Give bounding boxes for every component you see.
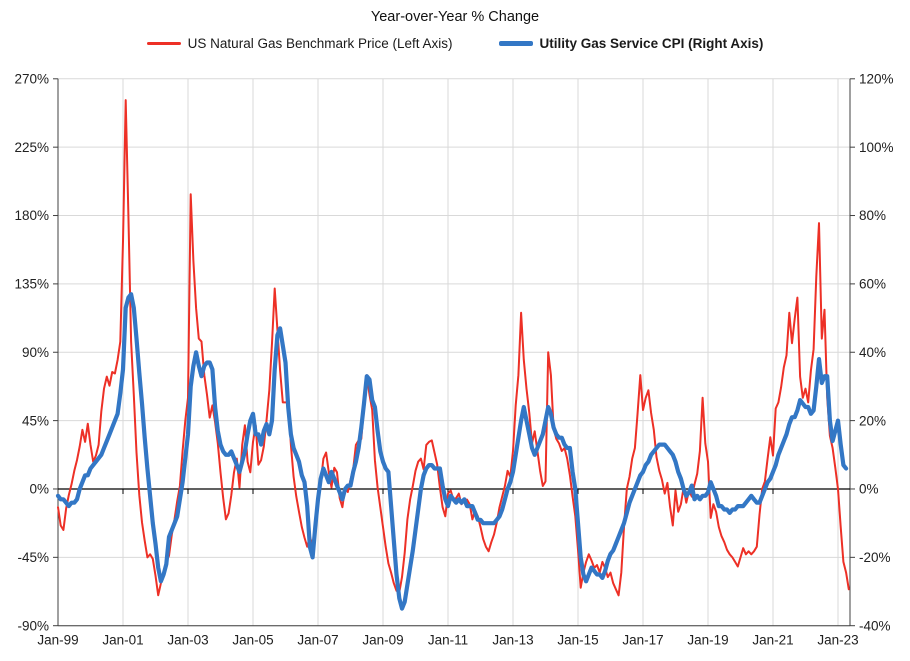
gas-price-line-swatch	[146, 42, 181, 45]
left-axis-tick: 90%	[22, 345, 49, 360]
right-axis-tick: -40%	[859, 618, 891, 633]
left-axis-tick: 0%	[29, 482, 49, 497]
x-axis-tick: Jan-05	[232, 633, 273, 648]
right-axis-tick: 40%	[859, 345, 886, 360]
left-axis-tick: -45%	[17, 550, 49, 565]
left-axis-tick: -90%	[17, 618, 49, 633]
x-axis-tick: Jan-07	[297, 633, 338, 648]
chart-title: Year-over-Year % Change	[370, 9, 540, 25]
x-axis-tick: Jan-17	[622, 633, 663, 648]
right-axis-tick: 0%	[859, 482, 879, 497]
left-axis-tick: 270%	[14, 72, 49, 87]
right-axis-tick: -20%	[859, 550, 891, 565]
x-axis-tick: Jan-99	[37, 633, 78, 648]
x-axis-tick: Jan-03	[167, 633, 208, 648]
left-axis-tick: 180%	[14, 208, 49, 223]
x-axis-tick: Jan-21	[752, 633, 793, 648]
legend-label-gas-price: US Natural Gas Benchmark Price (Left Axi…	[187, 36, 453, 51]
right-axis-tick: 80%	[859, 208, 886, 223]
x-axis-tick: Jan-15	[557, 633, 598, 648]
x-axis-tick: Jan-09	[362, 633, 403, 648]
x-axis-tick: Jan-13	[492, 633, 533, 648]
left-axis-tick: 225%	[14, 140, 49, 155]
legend-label-cpi: Utility Gas Service CPI (Right Axis)	[539, 36, 764, 51]
x-axis-tick: Jan-01	[102, 633, 143, 648]
x-axis-tick: Jan-23	[817, 633, 858, 648]
cpi-line	[55, 292, 849, 611]
right-axis-tick: 100%	[859, 140, 894, 155]
cpi-line-swatch	[498, 41, 533, 46]
right-axis-tick: 20%	[859, 413, 886, 428]
x-axis-tick: Jan-11	[428, 633, 468, 648]
legend-item-gas-price: US Natural Gas Benchmark Price (Left Axi…	[146, 36, 453, 51]
x-axis-tick: Jan-19	[687, 633, 728, 648]
left-axis-tick: 45%	[22, 413, 49, 428]
right-axis-tick: 60%	[859, 277, 886, 292]
right-axis-tick: 120%	[859, 72, 894, 87]
legend: US Natural Gas Benchmark Price (Left Axi…	[0, 36, 910, 51]
legend-item-cpi: Utility Gas Service CPI (Right Axis)	[498, 36, 764, 51]
left-axis-tick: 135%	[14, 277, 49, 292]
